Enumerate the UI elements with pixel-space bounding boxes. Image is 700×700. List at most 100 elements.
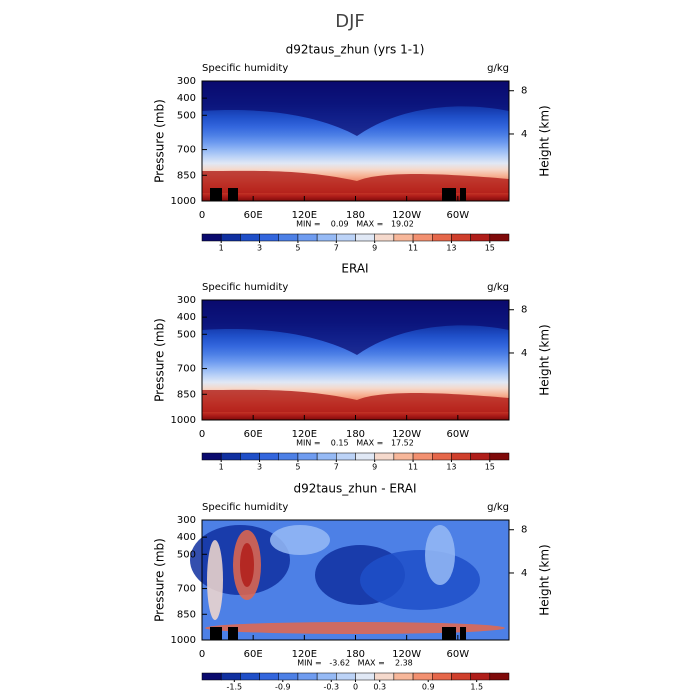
colorbar-label: 3 bbox=[257, 244, 262, 253]
y-tick-label: 500 bbox=[177, 110, 196, 121]
x-tick-label: 60W bbox=[447, 649, 470, 660]
x-tick-label: 120E bbox=[292, 429, 317, 440]
y-tick-label: 500 bbox=[177, 329, 196, 340]
y-tick-label: 300 bbox=[177, 515, 196, 526]
colorbar-box bbox=[259, 452, 279, 461]
y-tick-label: 850 bbox=[177, 609, 196, 620]
y-tick-label: 700 bbox=[177, 584, 196, 595]
terrain bbox=[228, 627, 238, 640]
colorbar-box bbox=[297, 672, 318, 681]
y-tick-label: 1000 bbox=[171, 415, 196, 426]
field-blob bbox=[205, 622, 505, 634]
x-tick-label: 120E bbox=[292, 649, 317, 660]
colorbar-box bbox=[297, 452, 318, 461]
colorbar-box bbox=[432, 672, 452, 681]
colorbar-label: 0.9 bbox=[422, 683, 435, 692]
colorbar-box bbox=[355, 233, 375, 242]
colorbar-label: 11 bbox=[408, 244, 418, 253]
colorbar-label: -0.9 bbox=[275, 683, 291, 692]
field-label: Specific humidity bbox=[202, 282, 288, 293]
x-tick-label: 0 bbox=[199, 649, 205, 660]
y2-tick-label: 4 bbox=[521, 129, 527, 140]
units-label: g/kg bbox=[487, 63, 509, 74]
terrain bbox=[460, 627, 466, 640]
colorbar-label: 5 bbox=[295, 463, 300, 472]
colorbar-label: 7 bbox=[334, 463, 339, 472]
terrain bbox=[210, 627, 222, 640]
panel-title: ERAI bbox=[341, 262, 368, 276]
colorbar-box bbox=[489, 233, 510, 242]
y-tick-label: 300 bbox=[177, 295, 196, 306]
colorbar-box bbox=[278, 672, 299, 681]
colorbar-box bbox=[278, 233, 299, 242]
terrain bbox=[210, 188, 222, 201]
colorbar-box bbox=[393, 233, 414, 242]
colorbar-label: 9 bbox=[372, 463, 377, 472]
field-label: Specific humidity bbox=[202, 502, 288, 513]
colorbar-box bbox=[240, 452, 260, 461]
colorbar-box bbox=[355, 672, 375, 681]
colorbar-box bbox=[470, 452, 491, 461]
x-tick-label: 0 bbox=[199, 429, 205, 440]
y2-tick-label: 4 bbox=[521, 348, 527, 359]
contour-field bbox=[202, 300, 509, 420]
colorbar-label: 1 bbox=[219, 463, 224, 472]
colorbar-label: 11 bbox=[408, 463, 418, 472]
field-band bbox=[202, 389, 509, 412]
terrain bbox=[442, 627, 456, 640]
colorbar-box bbox=[220, 452, 241, 461]
colorbar-box bbox=[374, 672, 395, 681]
y-axis-label: Pressure (mb) bbox=[153, 99, 167, 183]
field-blob bbox=[270, 525, 330, 555]
y2-tick-label: 4 bbox=[521, 568, 527, 579]
units-label: g/kg bbox=[487, 502, 509, 513]
colorbar-label: 15 bbox=[485, 244, 495, 253]
contour-field bbox=[202, 81, 509, 201]
colorbar-label: 9 bbox=[372, 244, 377, 253]
colorbar-box bbox=[470, 672, 491, 681]
colorbar-box bbox=[393, 452, 414, 461]
colorbar-box bbox=[220, 233, 241, 242]
colorbar-box bbox=[316, 452, 337, 461]
colorbar-label: 0 bbox=[353, 683, 358, 692]
colorbar-box bbox=[451, 233, 471, 242]
colorbar-box bbox=[489, 672, 510, 681]
colorbar-label: 5 bbox=[295, 244, 300, 253]
y-tick-label: 300 bbox=[177, 76, 196, 87]
y2-axis-label: Height (km) bbox=[538, 105, 552, 176]
colorbar-box bbox=[374, 233, 395, 242]
x-tick-label: 60E bbox=[244, 429, 263, 440]
x-tick-label: 180 bbox=[346, 210, 365, 221]
y-axis-label: Pressure (mb) bbox=[153, 538, 167, 622]
colorbar-box bbox=[432, 452, 452, 461]
colorbar-label: 13 bbox=[446, 244, 456, 253]
colorbar-label: 0.3 bbox=[373, 683, 386, 692]
x-tick-label: 180 bbox=[346, 649, 365, 660]
y2-tick-label: 8 bbox=[521, 305, 527, 316]
colorbar-box bbox=[201, 452, 222, 461]
y2-tick-label: 8 bbox=[521, 525, 527, 536]
colorbar-label: 1.5 bbox=[470, 683, 483, 692]
y-tick-label: 400 bbox=[177, 532, 196, 543]
y-tick-label: 400 bbox=[177, 93, 196, 104]
field-label: Specific humidity bbox=[202, 63, 288, 74]
colorbar-box bbox=[220, 672, 241, 681]
min-max: MIN = -3.62 MAX = 2.38 bbox=[297, 659, 413, 668]
y-tick-label: 700 bbox=[177, 145, 196, 156]
colorbar-box bbox=[412, 452, 433, 461]
x-tick-label: 180 bbox=[346, 429, 365, 440]
colorbar-box bbox=[297, 233, 318, 242]
min-max: MIN = 0.15 MAX = 17.52 bbox=[296, 439, 414, 448]
colorbar-box bbox=[374, 452, 395, 461]
figure-title: DJF bbox=[335, 11, 365, 32]
colorbar-label: -0.3 bbox=[323, 683, 339, 692]
y-tick-label: 700 bbox=[177, 364, 196, 375]
colorbar-box bbox=[412, 233, 433, 242]
colorbar-box bbox=[470, 233, 491, 242]
field-blob bbox=[425, 525, 455, 585]
colorbar-box bbox=[412, 672, 433, 681]
x-tick-label: 60W bbox=[447, 429, 470, 440]
x-tick-label: 0 bbox=[199, 210, 205, 221]
colorbar-label: 15 bbox=[485, 463, 495, 472]
